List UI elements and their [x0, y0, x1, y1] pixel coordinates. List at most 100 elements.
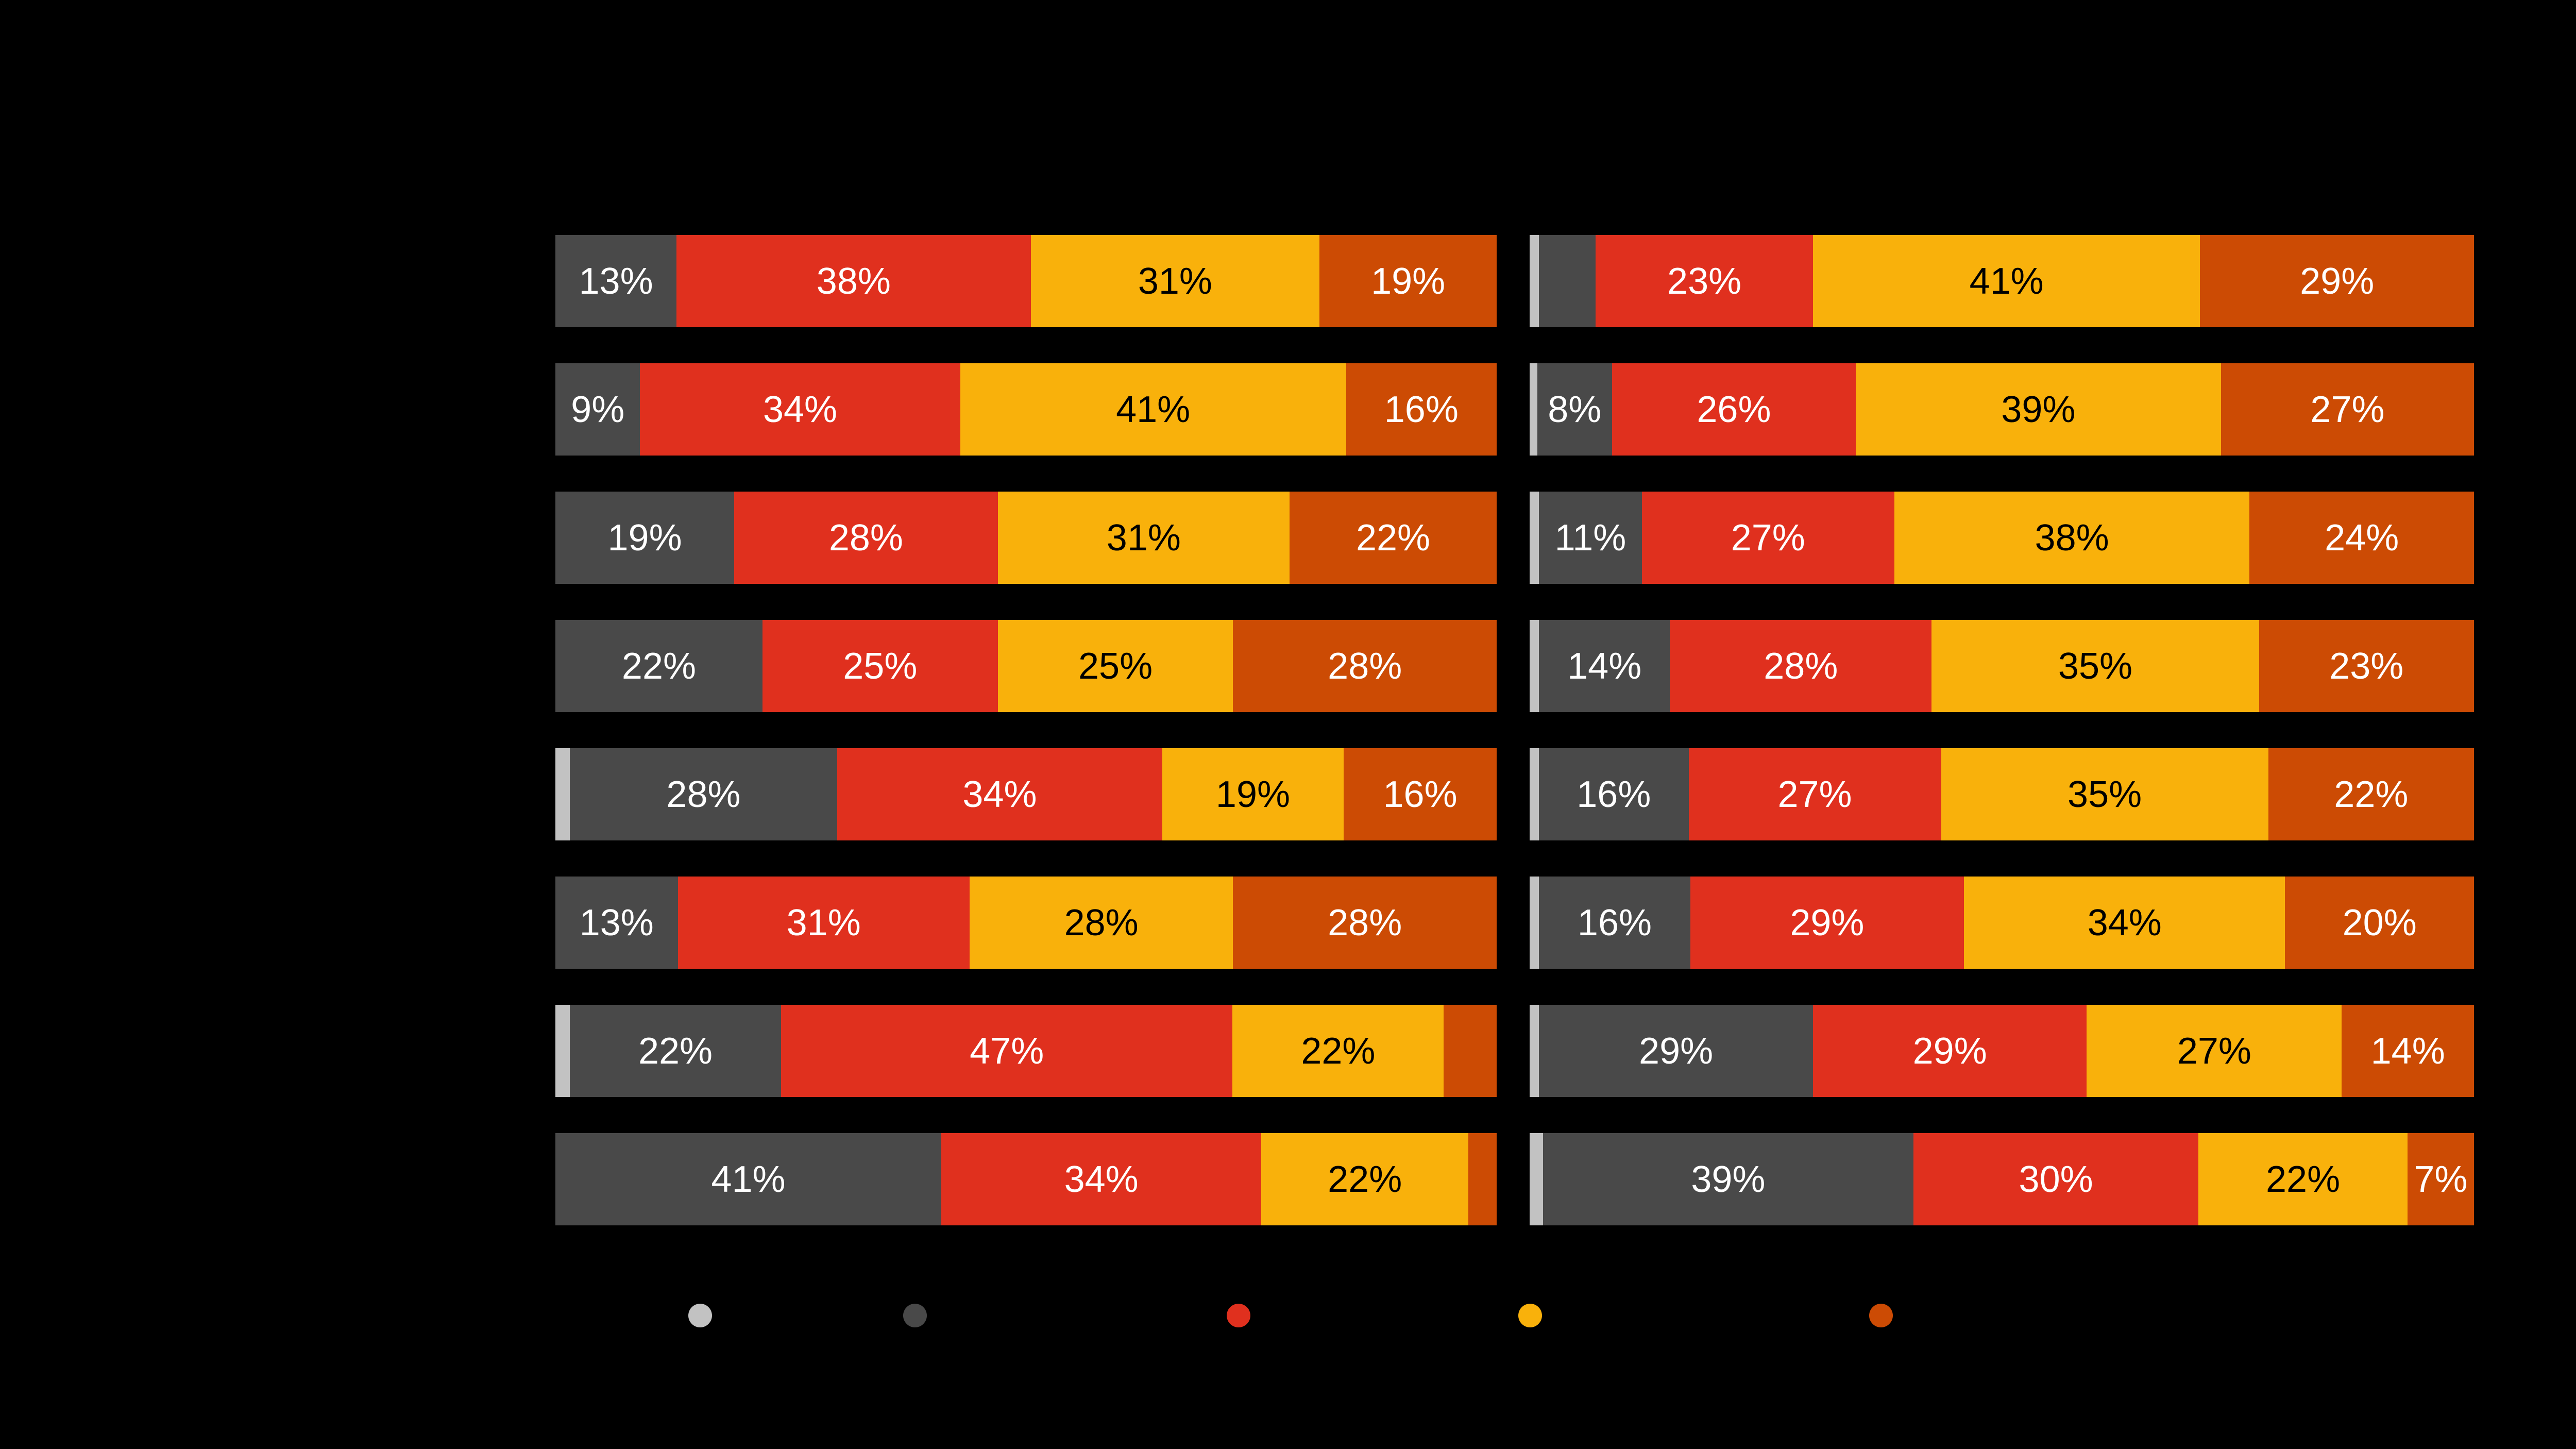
bar-segment-red: 25% — [762, 620, 998, 712]
bar-segment-red: 28% — [734, 492, 998, 584]
bar-segment-dark: 22% — [555, 620, 762, 712]
bar-row-left-5: 28% 34% 19% 16% — [555, 748, 1497, 840]
segment-label: 9% — [571, 389, 625, 430]
bar-segment-amber: 25% — [997, 620, 1233, 712]
bar-segment-dark: 22% — [569, 1005, 782, 1097]
bar-segment-orange: 27% — [2221, 363, 2474, 456]
legend-dot-light — [688, 1304, 712, 1327]
bar-row-right-1: 23% 41% 29% — [1530, 235, 2474, 327]
segment-label: 25% — [1078, 645, 1153, 687]
segment-label: 16% — [1384, 389, 1459, 430]
bar-segment-light — [1530, 748, 1539, 840]
bar-segment-orange: 14% — [2342, 1005, 2474, 1097]
segment-label: 27% — [2310, 389, 2385, 430]
bar-segment-orange: 22% — [1290, 492, 1497, 584]
legend-dot-dark — [903, 1304, 927, 1327]
panel-left: 13% 38% 31% 19% 9% 34% 41% 16% 19% 28% 31% 22% 22% 25… — [555, 235, 1497, 1225]
segment-label: 35% — [2067, 773, 2142, 815]
bar-segment-amber: 28% — [969, 877, 1233, 969]
legend-dot-amber — [1518, 1304, 1542, 1327]
segment-label: 34% — [962, 773, 1037, 815]
bar-row-right-5: 16% 27% 35% 22% — [1530, 748, 2474, 840]
bar-segment-amber: 39% — [1855, 363, 2221, 456]
bar-segment-orange: 7% — [2407, 1133, 2474, 1225]
bar-segment-dark: 16% — [1539, 877, 1690, 969]
segment-label: 22% — [2265, 1158, 2341, 1200]
bar-segment-orange — [1468, 1133, 1497, 1225]
bar-segment-dark: 39% — [1543, 1133, 1913, 1225]
bar-segment-orange: 16% — [1344, 748, 1497, 840]
bar-segment-light — [1530, 620, 1539, 712]
segment-label: 38% — [816, 260, 891, 302]
bar-segment-red: 38% — [676, 235, 1031, 327]
bar-segment-dark: 9% — [555, 363, 640, 456]
bar-segment-dark: 19% — [555, 492, 735, 584]
bar-row-left-7: 22% 47% 22% — [555, 1005, 1497, 1097]
bar-row-right-4: 14% 28% 35% 23% — [1530, 620, 2474, 712]
panel-right: 23% 41% 29% 8% 26% 39% 27% 11% 27% 38% 24% 14% 28% 35… — [1530, 235, 2474, 1225]
bar-segment-amber: 19% — [1162, 748, 1344, 840]
bar-segment-light — [1530, 492, 1539, 584]
bar-segment-orange — [1444, 1005, 1497, 1097]
segment-label: 28% — [1764, 645, 1838, 687]
bar-row-right-8: 39% 30% 22% 7% — [1530, 1133, 2474, 1225]
legend-dot-orange — [1869, 1304, 1893, 1327]
segment-label: 34% — [1064, 1158, 1139, 1200]
segment-label: 27% — [2177, 1030, 2251, 1072]
bar-segment-light — [1530, 1005, 1539, 1097]
bar-segment-amber: 41% — [960, 363, 1346, 456]
bar-segment-orange: 23% — [2259, 620, 2474, 712]
segment-label: 38% — [2035, 517, 2109, 559]
bar-row-left-2: 9% 34% 41% 16% — [555, 363, 1497, 456]
segment-label: 31% — [1106, 517, 1181, 559]
legend-dot-red — [1227, 1304, 1250, 1327]
segment-label: 23% — [2329, 645, 2404, 687]
bar-segment-light — [1530, 363, 1537, 456]
segment-label: 31% — [786, 902, 861, 943]
bar-segment-light — [1530, 235, 1539, 327]
segment-label: 26% — [1697, 389, 1771, 430]
bar-segment-orange: 22% — [2268, 748, 2474, 840]
segment-label: 22% — [2334, 773, 2409, 815]
segment-label: 28% — [1328, 645, 1402, 687]
segment-label: 14% — [1567, 645, 1642, 687]
segment-label: 20% — [2342, 902, 2417, 943]
bar-segment-orange: 28% — [1233, 620, 1497, 712]
bar-row-left-4: 22% 25% 25% 28% — [555, 620, 1497, 712]
bar-segment-red: 27% — [1641, 492, 1894, 584]
segment-label: 30% — [2019, 1158, 2093, 1200]
bar-row-right-7: 29% 29% 27% 14% — [1530, 1005, 2474, 1097]
bar-segment-dark: 29% — [1539, 1005, 1813, 1097]
bar-segment-amber: 34% — [1964, 877, 2285, 969]
segment-label: 28% — [666, 773, 741, 815]
bar-segment-orange: 29% — [2200, 235, 2474, 327]
bar-segment-dark: 41% — [555, 1133, 942, 1225]
bar-segment-red: 34% — [837, 748, 1162, 840]
segment-label: 29% — [1639, 1030, 1714, 1072]
bar-segment-dark: 11% — [1539, 492, 1642, 584]
segment-label: 41% — [1116, 389, 1191, 430]
bar-segment-dark: 14% — [1539, 620, 1670, 712]
bar-segment-light — [555, 1005, 570, 1097]
segment-label: 24% — [2325, 517, 2399, 559]
bar-row-left-3: 19% 28% 31% 22% — [555, 492, 1497, 584]
bar-segment-light — [555, 748, 570, 840]
segment-label: 13% — [579, 260, 653, 302]
bar-segment-dark: 16% — [1539, 748, 1689, 840]
segment-label: 25% — [843, 645, 918, 687]
bar-segment-orange: 28% — [1233, 877, 1497, 969]
bar-segment-red: 47% — [781, 1005, 1233, 1097]
bar-segment-red: 29% — [1690, 877, 1964, 969]
bar-segment-amber: 31% — [997, 492, 1290, 584]
segment-label: 11% — [1554, 517, 1626, 559]
segment-label: 16% — [1577, 773, 1651, 815]
segment-label: 34% — [762, 389, 838, 430]
bar-row-right-6: 16% 29% 34% 20% — [1530, 877, 2474, 969]
segment-label: 23% — [1667, 260, 1742, 302]
segment-label: 22% — [1355, 517, 1431, 559]
bar-row-left-1: 13% 38% 31% 19% — [555, 235, 1497, 327]
segment-label: 39% — [2001, 389, 2076, 430]
bar-segment-dark: 13% — [555, 877, 678, 969]
segment-label: 14% — [2370, 1030, 2445, 1072]
bar-segment-amber: 22% — [2198, 1133, 2408, 1225]
